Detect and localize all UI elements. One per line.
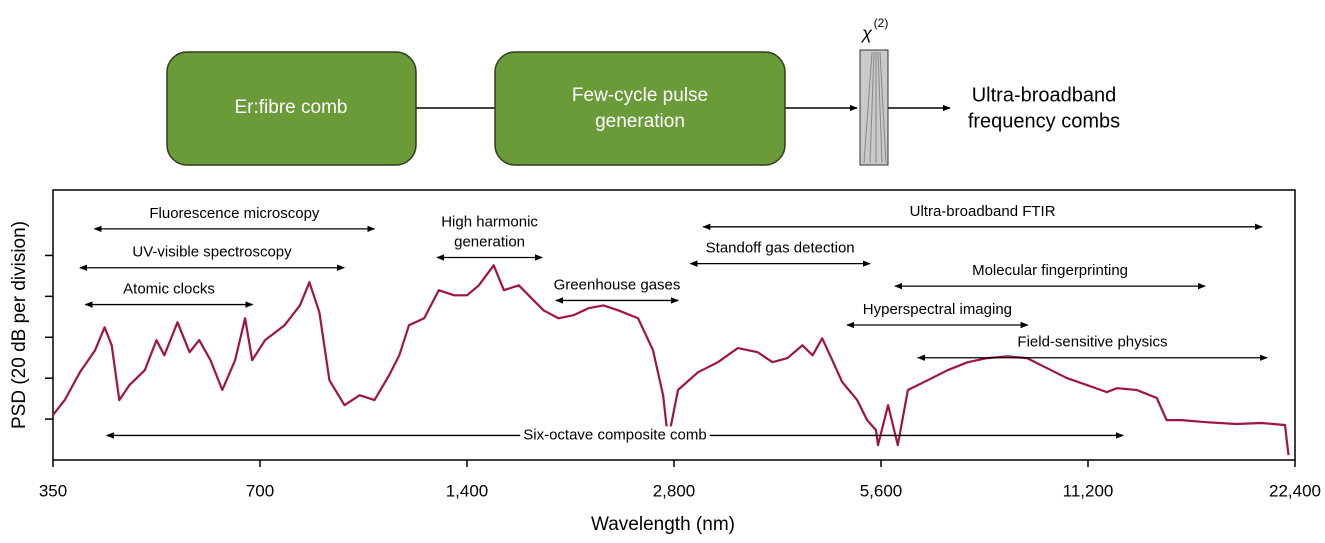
x-tick-label: 22,400 <box>1269 481 1321 500</box>
x-tick-label: 11,200 <box>1063 481 1114 500</box>
range-label: Atomic clocks <box>123 281 215 298</box>
x-axis-label: Wavelength (nm) <box>591 514 735 535</box>
range-label: Fluorescence microscopy <box>149 205 320 222</box>
range-label: High harmonic <box>441 213 538 230</box>
range-label: Field-sensitive physics <box>1017 334 1167 351</box>
range-label: Ultra-broadband FTIR <box>910 203 1056 220</box>
box-label: Er:fibre comb <box>235 97 348 118</box>
range-label: UV-visible spectroscopy <box>132 244 292 261</box>
range-label: Greenhouse gases <box>554 276 681 293</box>
crystal-order: (2) <box>874 16 889 30</box>
box-label: generation <box>595 111 685 132</box>
output-label: Ultra-broadband <box>972 84 1117 106</box>
plot-frame <box>52 189 1296 461</box>
x-tick-label: 700 <box>246 481 274 500</box>
label-background <box>520 426 710 444</box>
range-label: Six-octave composite comb <box>523 426 706 443</box>
x-tick-label: 1,400 <box>446 481 489 500</box>
crystal <box>859 49 889 166</box>
range-label: generation <box>454 233 525 250</box>
range-label: Hyperspectral imaging <box>863 301 1012 318</box>
stage-box <box>494 51 786 166</box>
box-label: Few-cycle pulse <box>572 85 708 106</box>
range-label: Molecular fingerprinting <box>972 262 1128 279</box>
x-tick-label: 2,800 <box>653 481 696 500</box>
x-tick-label: 5,600 <box>860 481 903 500</box>
x-tick-label: 350 <box>39 481 67 500</box>
crystal-symbol: χ <box>860 23 873 43</box>
range-label: Standoff gas detection <box>706 240 855 257</box>
stage-box <box>166 51 417 166</box>
y-axis-label: PSD (20 dB per division) <box>9 221 30 429</box>
output-label: frequency combs <box>968 110 1120 132</box>
